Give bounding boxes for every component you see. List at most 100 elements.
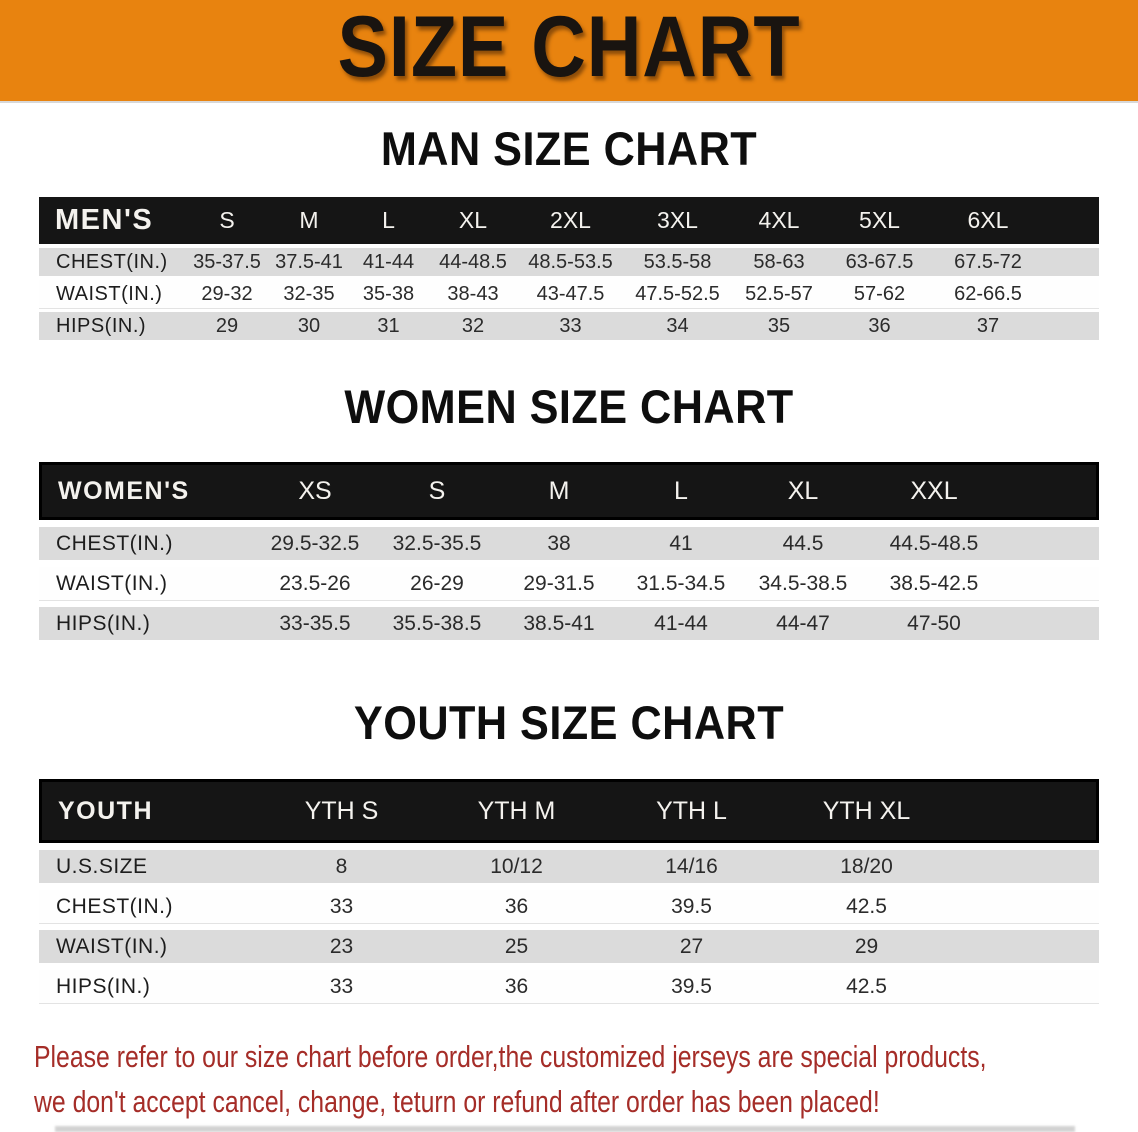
- measurement-row: HIPS(IN.) 33-35.5 35.5-38.5 38.5-41 41-44 44-…: [39, 607, 1099, 640]
- measurement-row: WAIST(IN.) 23.5-26 26-29 29-31.5 31.5-34.5 34…: [39, 567, 1099, 600]
- size-value-cell: 58-63: [731, 248, 827, 276]
- size-value-cell: 67.5-72: [932, 248, 1044, 276]
- size-column-header: M: [498, 462, 620, 520]
- row-filler: [1044, 248, 1099, 276]
- women-section-heading: WOMEN SIZE CHART: [344, 380, 794, 433]
- size-column-header: S: [184, 197, 270, 244]
- size-value-cell: 42.5: [779, 890, 954, 923]
- size-header-row: YOUTH YTH S YTH M YTH L YTH XL: [39, 779, 1099, 843]
- bottom-edge-artifact: [55, 1126, 1075, 1132]
- size-value-cell: 47.5-52.5: [624, 280, 731, 308]
- section-youth: YOUTH SIZE CHART YOUTH YTH S YTH M YTH L YTH…: [0, 699, 1138, 1010]
- notice-line-1: Please refer to our size chart before or…: [34, 1039, 987, 1074]
- size-value-cell: 41-44: [348, 248, 429, 276]
- size-value-cell: 32.5-35.5: [376, 527, 498, 560]
- header-filler: [954, 779, 1099, 843]
- size-value-cell: 36: [429, 970, 604, 1003]
- banner: SIZE CHART: [0, 0, 1138, 103]
- size-column-header: L: [348, 197, 429, 244]
- row-filler: [954, 890, 1099, 923]
- row-label: WAIST(IN.): [39, 930, 254, 963]
- measurement-row: WAIST(IN.) 29-32 32-35 35-38 38-43 43-47.5 47.…: [39, 280, 1099, 308]
- row-label: CHEST(IN.): [39, 527, 254, 560]
- size-value-cell: 33: [254, 890, 429, 923]
- row-label: WAIST(IN.): [39, 280, 184, 308]
- size-value-cell: 30: [270, 312, 348, 340]
- size-value-cell: 23.5-26: [254, 567, 376, 600]
- size-value-cell: 33: [517, 312, 624, 340]
- row-label: HIPS(IN.): [39, 970, 254, 1003]
- size-column-header: 6XL: [932, 197, 1044, 244]
- header-filler: [1044, 197, 1099, 244]
- size-value-cell: 37: [932, 312, 1044, 340]
- size-column-header: XS: [254, 462, 376, 520]
- size-value-cell: 31: [348, 312, 429, 340]
- measurement-row: HIPS(IN.) 29 30 31 32 33 34 35 36 37: [39, 312, 1099, 340]
- youth-size-table: YOUTH YTH S YTH M YTH L YTH XL U.S.SIZE 8 10/12…: [39, 772, 1099, 1010]
- size-value-cell: 29: [184, 312, 270, 340]
- size-value-cell: 62-66.5: [932, 280, 1044, 308]
- size-value-cell: 29-31.5: [498, 567, 620, 600]
- size-value-cell: 27: [604, 930, 779, 963]
- row-label: WAIST(IN.): [39, 567, 254, 600]
- size-value-cell: 32-35: [270, 280, 348, 308]
- size-header-row: WOMEN'S XS S M L XL XXL: [39, 462, 1099, 520]
- row-filler: [954, 930, 1099, 963]
- measurement-row: U.S.SIZE 8 10/12 14/16 18/20: [39, 850, 1099, 883]
- size-column-header: M: [270, 197, 348, 244]
- size-column-header: 4XL: [731, 197, 827, 244]
- section-women: WOMEN SIZE CHART WOMEN'S XS S M L XL XXL CHEST(…: [0, 383, 1138, 647]
- row-filler: [1044, 280, 1099, 308]
- size-header-row: MEN'S S M L XL 2XL 3XL 4XL 5XL 6XL: [39, 197, 1099, 244]
- size-value-cell: 31.5-34.5: [620, 567, 742, 600]
- row-filler: [1004, 527, 1099, 560]
- size-value-cell: 33-35.5: [254, 607, 376, 640]
- size-column-header: YTH XL: [779, 779, 954, 843]
- men-section-heading: MAN SIZE CHART: [380, 122, 758, 175]
- notice-line-2: we don't accept cancel, change, teturn o…: [34, 1084, 880, 1119]
- size-value-cell: 52.5-57: [731, 280, 827, 308]
- size-value-cell: 44.5: [742, 527, 864, 560]
- row-label: HIPS(IN.): [39, 312, 184, 340]
- size-value-cell: 42.5: [779, 970, 954, 1003]
- table-corner-label: WOMEN'S: [39, 462, 254, 520]
- size-value-cell: 44.5-48.5: [864, 527, 1004, 560]
- row-filler: [954, 970, 1099, 1003]
- size-value-cell: 29.5-32.5: [254, 527, 376, 560]
- size-value-cell: 47-50: [864, 607, 1004, 640]
- size-value-cell: 34.5-38.5: [742, 567, 864, 600]
- size-value-cell: 36: [429, 890, 604, 923]
- size-value-cell: 14/16: [604, 850, 779, 883]
- size-column-header: XL: [429, 197, 517, 244]
- size-value-cell: 33: [254, 970, 429, 1003]
- size-value-cell: 25: [429, 930, 604, 963]
- size-value-cell: 35-38: [348, 280, 429, 308]
- size-column-header: 5XL: [827, 197, 932, 244]
- row-filler: [954, 850, 1099, 883]
- measurement-row: WAIST(IN.) 23 25 27 29: [39, 930, 1099, 963]
- size-column-header: L: [620, 462, 742, 520]
- size-value-cell: 35.5-38.5: [376, 607, 498, 640]
- size-value-cell: 44-47: [742, 607, 864, 640]
- row-label: CHEST(IN.): [39, 890, 254, 923]
- size-column-header: YTH L: [604, 779, 779, 843]
- size-value-cell: 35-37.5: [184, 248, 270, 276]
- size-value-cell: 29: [779, 930, 954, 963]
- table-corner-label: MEN'S: [39, 197, 184, 244]
- row-filler: [1004, 607, 1099, 640]
- size-value-cell: 8: [254, 850, 429, 883]
- size-value-cell: 23: [254, 930, 429, 963]
- size-value-cell: 35: [731, 312, 827, 340]
- measurement-row: HIPS(IN.) 33 36 39.5 42.5: [39, 970, 1099, 1003]
- men-size-table: MEN'S S M L XL 2XL 3XL 4XL 5XL 6XL CHEST(IN.) 35-37…: [39, 193, 1099, 344]
- footer-notice: Please refer to our size chart before or…: [34, 1034, 1138, 1124]
- size-value-cell: 41: [620, 527, 742, 560]
- size-value-cell: 38-43: [429, 280, 517, 308]
- size-value-cell: 29-32: [184, 280, 270, 308]
- row-label: CHEST(IN.): [39, 248, 184, 276]
- size-column-header: XL: [742, 462, 864, 520]
- size-value-cell: 32: [429, 312, 517, 340]
- size-value-cell: 48.5-53.5: [517, 248, 624, 276]
- size-value-cell: 18/20: [779, 850, 954, 883]
